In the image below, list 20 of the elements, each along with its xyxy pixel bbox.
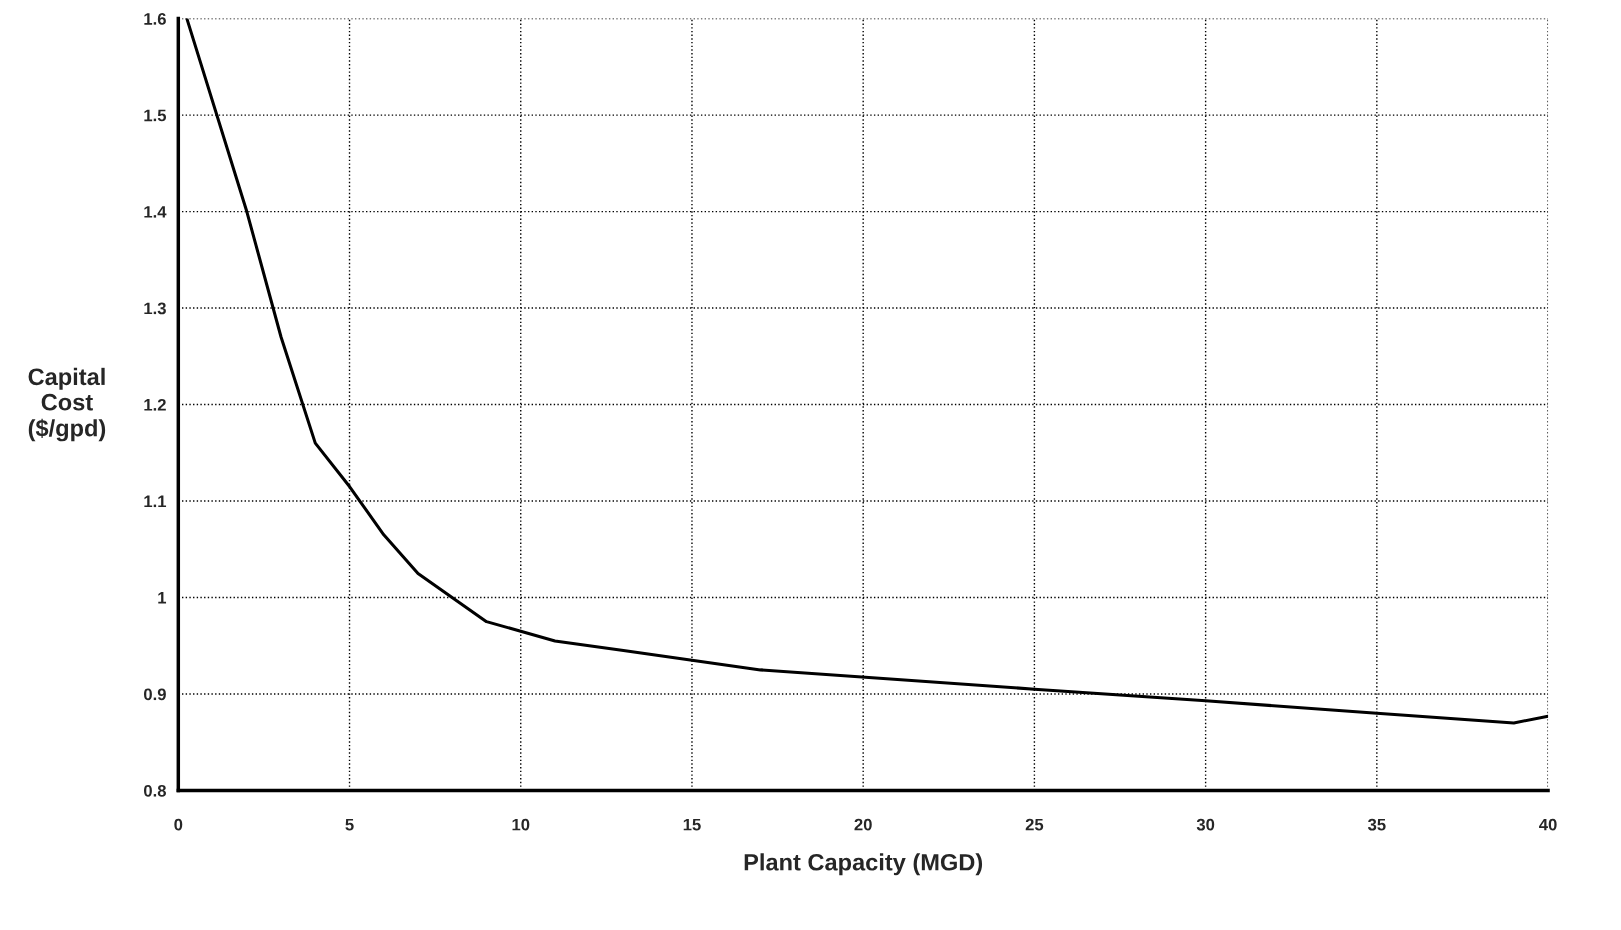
- y-tick-label: 1.1: [144, 495, 167, 508]
- y-axis-title: Capital Cost ($/gpd): [28, 367, 106, 442]
- y-tick-label: 1.2: [144, 398, 166, 411]
- y-tick-label: 1.6: [144, 13, 166, 25]
- y-tick-label: 1.3: [144, 302, 166, 315]
- x-tick-label: 35: [1367, 818, 1386, 831]
- x-tick-label: 5: [345, 818, 354, 831]
- x-tick-label: 20: [854, 818, 872, 831]
- x-axis-title: Plant Capacity (MGD): [744, 853, 983, 876]
- x-tick-label: 0: [174, 818, 183, 831]
- x-tick-label: 25: [1025, 818, 1044, 831]
- y-tick-label: 0.8: [144, 784, 166, 797]
- x-tick-label: 15: [683, 818, 701, 831]
- y-tick-label: 1.4: [144, 206, 167, 218]
- y-tick-label: 1.5: [144, 109, 167, 122]
- x-tick-label: 30: [1196, 818, 1215, 831]
- y-tick-label: 1: [158, 592, 167, 604]
- x-tick-label: 10: [512, 818, 530, 831]
- y-tick-label: 0.9: [144, 688, 166, 701]
- x-tick-label: 40: [1539, 818, 1557, 831]
